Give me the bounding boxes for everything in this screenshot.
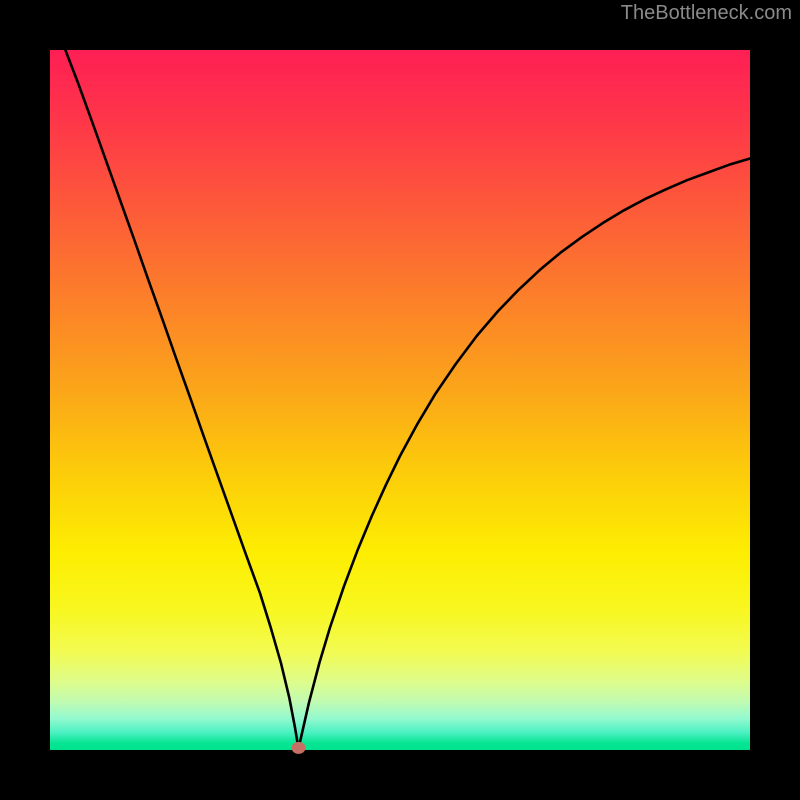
chart-container: TheBottleneck.com — [0, 0, 800, 800]
plot-background — [50, 50, 750, 750]
bottleneck-chart-svg — [0, 0, 800, 800]
watermark-text: TheBottleneck.com — [621, 2, 792, 25]
optimum-marker — [292, 742, 306, 754]
